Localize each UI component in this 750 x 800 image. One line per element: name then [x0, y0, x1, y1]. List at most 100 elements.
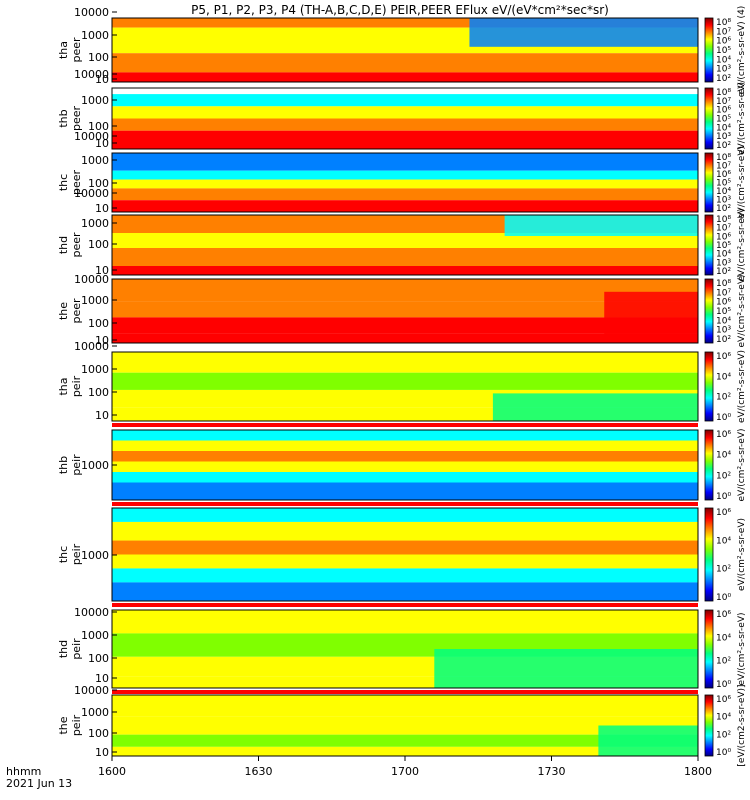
colorbar-tick-label: 10⁸ — [716, 215, 731, 225]
y-tick-label: 1000 — [81, 294, 109, 307]
spectrogram-late-region — [604, 291, 698, 343]
y-axis-label-probe: thd — [57, 236, 70, 254]
y-tick-label: 10 — [95, 409, 109, 422]
colorbar-tick-label: 10³ — [716, 65, 731, 75]
y-axis-label-instrument: peir — [70, 375, 83, 397]
spectrogram-band — [112, 554, 698, 569]
colorbar-label: eV/(cm²-s-sr-eV) — [737, 350, 747, 423]
colorbar — [704, 429, 714, 501]
panel-thc-peir: 1000 thc peir 10⁰ 10² 10⁴ 10⁶ eV/(cm²-s-sr-eV) — [57, 507, 747, 607]
colorbar-tick-label: 10⁶ — [716, 695, 731, 705]
y-axis-label-probe: the — [57, 716, 70, 734]
panel-separator — [112, 603, 698, 607]
x-tick-label: 1730 — [538, 765, 566, 778]
y-tick-label: 1000 — [81, 629, 109, 642]
y-tick-label: 10 — [95, 264, 109, 277]
y-tick-label: 10000 — [74, 684, 109, 697]
y-axis-label-probe: thc — [57, 174, 70, 191]
panel-frame — [111, 351, 699, 422]
y-tick-label: 1000 — [81, 363, 109, 376]
y-tick-label: 1000 — [81, 706, 109, 719]
y-tick-label: 10 — [95, 137, 109, 150]
spectrogram-band — [112, 521, 698, 541]
y-tick-label: 10000 — [74, 130, 109, 143]
date-label: 2021 Jun 13 — [6, 777, 72, 790]
panel-frame — [111, 609, 699, 689]
y-axis-label-probe: thb — [57, 456, 70, 474]
y-tick-label: 10 — [95, 334, 109, 347]
y-tick-label: 10000 — [74, 340, 109, 353]
colorbar-tick-label: 10⁰ — [716, 413, 731, 423]
colorbar-tick-label: 10² — [716, 141, 731, 151]
spectrogram-band — [112, 130, 698, 149]
spectrogram-late-region — [492, 393, 698, 421]
colorbar-tick-label: 10⁷ — [716, 162, 731, 172]
colorbar — [704, 278, 714, 344]
colorbar-tick-label: 10⁷ — [716, 27, 731, 37]
spectrogram-band — [112, 568, 698, 583]
colorbar-tick-label: 10⁵ — [716, 307, 731, 317]
y-axis-label-probe: thc — [57, 546, 70, 563]
colorbar-tick-label: 10⁰ — [716, 492, 731, 502]
spectrogram-late-region — [469, 18, 698, 47]
colorbar-tick-label: 10⁶ — [716, 298, 731, 308]
y-axis-label-probe: tha — [57, 41, 70, 59]
spectrogram-band — [112, 233, 698, 248]
colorbar — [704, 507, 714, 602]
colorbar-tick-label: 10⁶ — [716, 352, 731, 362]
y-axis-label-probe: tha — [57, 377, 70, 395]
panel-thd-peir: 10 100 1000 10000 thd peir 10⁰ 10² 10⁴ 10⁶ eV/(cm²… — [57, 606, 747, 694]
y-axis-label-probe: thb — [57, 109, 70, 127]
y-tick-label: 10 — [95, 202, 109, 215]
y-tick-label: 1000 — [81, 549, 109, 562]
spectrogram-band — [112, 482, 698, 500]
colorbar-tick-label: 10² — [716, 335, 731, 345]
colorbar-tick-label: 10³ — [716, 132, 731, 142]
spectrogram-late-region — [434, 649, 698, 688]
spectrogram-band — [112, 676, 698, 688]
spectrogram-band — [112, 279, 698, 302]
panel-separator — [112, 502, 698, 506]
spectrogram-band — [112, 440, 698, 451]
y-tick-label: 1000 — [81, 154, 109, 167]
colorbar-tick-label: 10⁶ — [716, 430, 731, 440]
colorbar-tick-label: 10⁴ — [716, 187, 731, 197]
colorbar-tick-label: 10⁵ — [716, 46, 731, 56]
colorbar-tick-label: 10⁷ — [716, 288, 731, 298]
colorbar-tick-label: 10⁷ — [716, 97, 731, 107]
colorbar — [704, 694, 714, 757]
panel-the-peer: 10 100 1000 10000 the peer 10²10³10⁴10⁵10⁶10⁷1… — [57, 273, 747, 348]
colorbar-tick-label: 10⁴ — [716, 250, 731, 260]
spectrogram-band — [112, 352, 698, 373]
colorbar — [704, 609, 714, 689]
spectrogram-band — [112, 188, 698, 201]
colorbar — [704, 87, 714, 150]
colorbar — [704, 17, 714, 83]
colorbar-tick-label: 10⁴ — [716, 372, 731, 382]
y-tick-label: 100 — [88, 177, 109, 190]
spectrogram-band — [112, 461, 698, 472]
spectrogram-band — [112, 200, 698, 212]
y-tick-label: 100 — [88, 652, 109, 665]
colorbar-tick-label: 10⁶ — [716, 508, 731, 518]
colorbar-tick-label: 10⁶ — [716, 232, 731, 242]
colorbar-tick-label: 10⁰ — [716, 748, 731, 758]
colorbar-tick-label: 10⁴ — [716, 536, 731, 546]
panel-separator — [112, 423, 698, 427]
y-axis-label-instrument: peer — [70, 232, 83, 258]
x-tick-label: 1600 — [98, 765, 126, 778]
y-tick-label: 10000 — [74, 6, 109, 19]
colorbar-tick-label: 10⁴ — [716, 123, 731, 133]
spectrogram-band — [112, 94, 698, 107]
spectrogram-band — [112, 508, 698, 522]
spectrogram-band — [112, 53, 698, 73]
colorbar-tick-label: 10³ — [716, 196, 731, 206]
y-tick-label: 10000 — [74, 187, 109, 200]
y-tick-label: 10 — [95, 73, 109, 86]
colorbar-tick-label: 10⁵ — [716, 241, 731, 251]
colorbar — [704, 214, 714, 276]
spectrogram-late-region — [504, 215, 698, 236]
